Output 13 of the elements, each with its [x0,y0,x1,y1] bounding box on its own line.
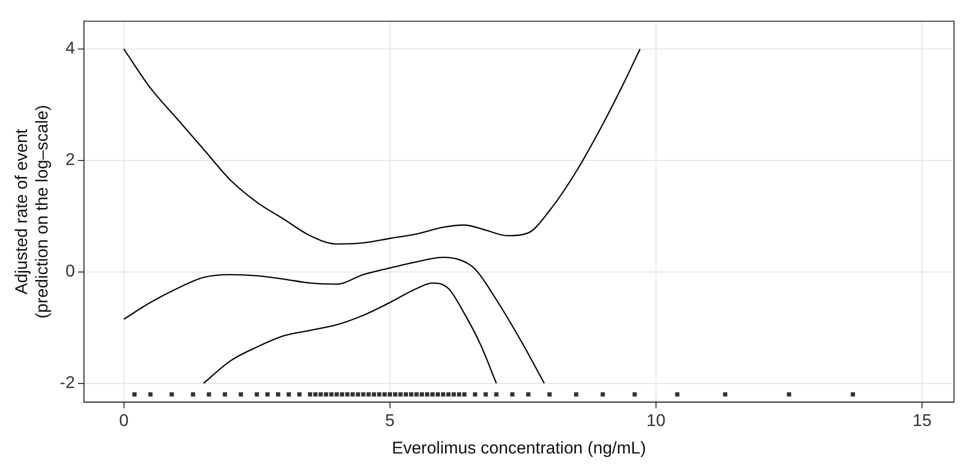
line-series [203,282,497,384]
x-axis-title: Everolimus concentration (ng/mL) [392,438,646,458]
line-series [123,256,545,384]
y-tick-label: 4 [65,38,75,58]
y-tick-label: 2 [65,150,75,170]
y-tick-label: -2 [60,372,75,392]
x-tick-label: 5 [385,411,395,430]
line-series [123,48,641,245]
x-tick-label: 0 [119,411,129,430]
x-tick-label: 15 [912,411,932,430]
y-tick-label: 0 [65,262,75,281]
x-tick-label: 10 [646,411,666,430]
y-axis-title: Adjusted rate of event (prediction on the log–scale) [12,104,52,318]
